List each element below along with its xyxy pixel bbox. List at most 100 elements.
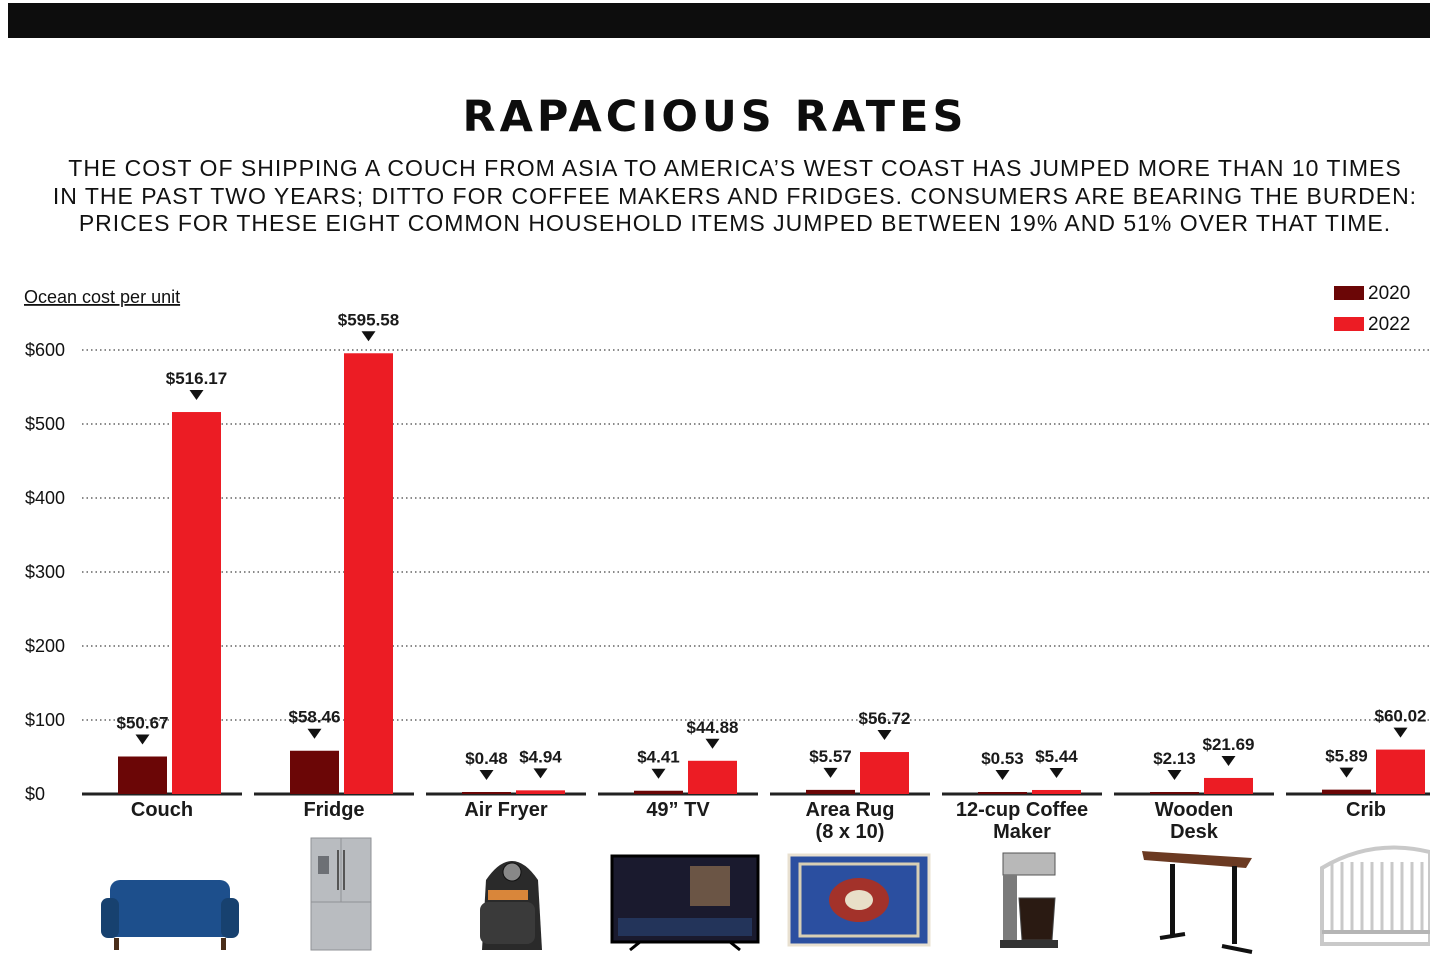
subtitle-line: THE COST OF SHIPPING A COUCH FROM ASIA T… xyxy=(68,155,1402,181)
category-label: Crib xyxy=(1346,799,1386,821)
desk-leg xyxy=(1170,864,1175,936)
tv-icon xyxy=(610,854,760,952)
crib-icon xyxy=(1320,845,1430,946)
data-label: $58.46 xyxy=(289,708,341,727)
coffee-maker-top xyxy=(1002,852,1056,876)
bar-2022 xyxy=(344,353,393,794)
category-label: (8 x 10) xyxy=(816,821,885,843)
bar-2020 xyxy=(806,789,855,794)
category-label: Air Fryer xyxy=(464,799,548,821)
fridge-dispenser xyxy=(318,856,329,874)
category-labels: Couch Fridge Air Fryer 49” TV Area Rug(8 x 1… xyxy=(131,799,1386,843)
value-pointer xyxy=(1049,767,1064,778)
subtitle-line: IN THE PAST TWO YEARS; DITTO FOR COFFEE … xyxy=(52,182,1418,209)
data-label: $60.02 xyxy=(1375,707,1427,726)
category-label: Wooden xyxy=(1155,799,1234,821)
value-pointer xyxy=(189,390,204,401)
bar-2020 xyxy=(1150,792,1199,794)
bar-2020 xyxy=(462,792,511,794)
bar-2020 xyxy=(634,790,683,794)
data-label: $21.69 xyxy=(1203,735,1255,754)
value-pointer xyxy=(1339,767,1354,778)
coffee-maker-base xyxy=(1000,940,1058,948)
data-label: $595.58 xyxy=(338,310,399,329)
rug-border xyxy=(798,862,920,938)
bar-2022 xyxy=(1032,789,1081,794)
category-label: Couch xyxy=(131,799,193,821)
category-label: Maker xyxy=(993,821,1051,843)
top-banner-bar xyxy=(8,3,1430,38)
couch-seat xyxy=(106,903,234,937)
data-label: $0.48 xyxy=(465,749,508,768)
value-pointer xyxy=(705,738,720,749)
category-label: Fridge xyxy=(303,799,364,821)
coffee-maker-carafe xyxy=(1018,897,1056,941)
product-images xyxy=(101,837,1430,954)
air-fryer-fries xyxy=(488,890,528,900)
data-label: $2.13 xyxy=(1153,749,1196,768)
data-label: $0.53 xyxy=(981,749,1024,768)
value-pointer xyxy=(995,770,1010,780)
y-tick-label: $300 xyxy=(25,562,65,582)
gridlines xyxy=(82,349,1430,721)
couch-arm xyxy=(101,898,119,938)
data-label: $5.44 xyxy=(1035,747,1078,766)
data-label: $56.72 xyxy=(859,709,911,728)
value-pointer xyxy=(651,768,666,779)
legend: 2020 2022 xyxy=(1334,283,1410,335)
subtitle-line: PRICES FOR THESE EIGHT COMMON HOUSEHOLD … xyxy=(78,210,1392,236)
y-tick-label: $500 xyxy=(25,414,65,434)
bars: $50.67 $516.17 $58.46 $595.58 $0.48 $4.94 $4.4… xyxy=(82,310,1430,796)
coffee-maker-column xyxy=(1003,875,1017,945)
area-rug-icon xyxy=(787,853,931,947)
tv-foot xyxy=(729,940,741,952)
category-label: 49” TV xyxy=(646,799,710,821)
bar-2022 xyxy=(688,760,737,794)
data-label: $516.17 xyxy=(166,369,227,388)
couch-arm xyxy=(221,898,239,938)
data-label: $5.57 xyxy=(809,747,852,766)
legend-swatch-2020 xyxy=(1334,286,1364,300)
legend-swatch-2022 xyxy=(1334,317,1364,331)
chart-title: RAPACIOUS RATES xyxy=(462,92,968,142)
value-pointer xyxy=(533,768,548,779)
bar-2022 xyxy=(1376,749,1425,794)
bar-2020 xyxy=(118,756,167,794)
desk-foot xyxy=(1159,932,1186,940)
fridge-handle xyxy=(343,850,345,890)
coffee-maker-icon xyxy=(1000,852,1058,948)
category-label: 12-cup Coffee xyxy=(956,799,1088,821)
couch-leg xyxy=(221,938,226,950)
data-label: $4.94 xyxy=(519,747,562,766)
value-pointer xyxy=(361,331,376,342)
air-fryer-basket xyxy=(480,902,535,944)
tv-foot xyxy=(629,940,641,952)
bar-2022 xyxy=(516,790,565,794)
tv-poster xyxy=(690,866,730,906)
bar-2020 xyxy=(290,750,339,794)
y-tick-label: $0 xyxy=(25,784,45,804)
y-tick-label: $600 xyxy=(25,340,65,360)
desk-top xyxy=(1142,851,1252,868)
y-axis-title: Ocean cost per unit xyxy=(24,287,180,307)
value-pointer xyxy=(479,770,494,780)
category-label: Area Rug xyxy=(806,799,895,821)
value-pointer xyxy=(1167,770,1182,780)
data-label: $44.88 xyxy=(687,718,739,737)
legend-label: 2020 xyxy=(1368,283,1410,304)
value-pointer xyxy=(1221,755,1236,766)
wooden-desk-icon xyxy=(1142,851,1253,954)
rug-center xyxy=(845,890,873,910)
desk-leg xyxy=(1232,866,1237,944)
desk-foot xyxy=(1221,944,1253,954)
bar-2022 xyxy=(860,752,909,794)
data-label: $50.67 xyxy=(117,714,169,733)
fridge-handle xyxy=(337,850,339,890)
tv-app-row xyxy=(618,918,752,936)
y-tick-label: $100 xyxy=(25,710,65,730)
bar-2022 xyxy=(172,412,221,794)
couch-leg xyxy=(114,938,119,950)
data-label: $5.89 xyxy=(1325,747,1368,766)
bar-2022 xyxy=(1204,777,1253,794)
